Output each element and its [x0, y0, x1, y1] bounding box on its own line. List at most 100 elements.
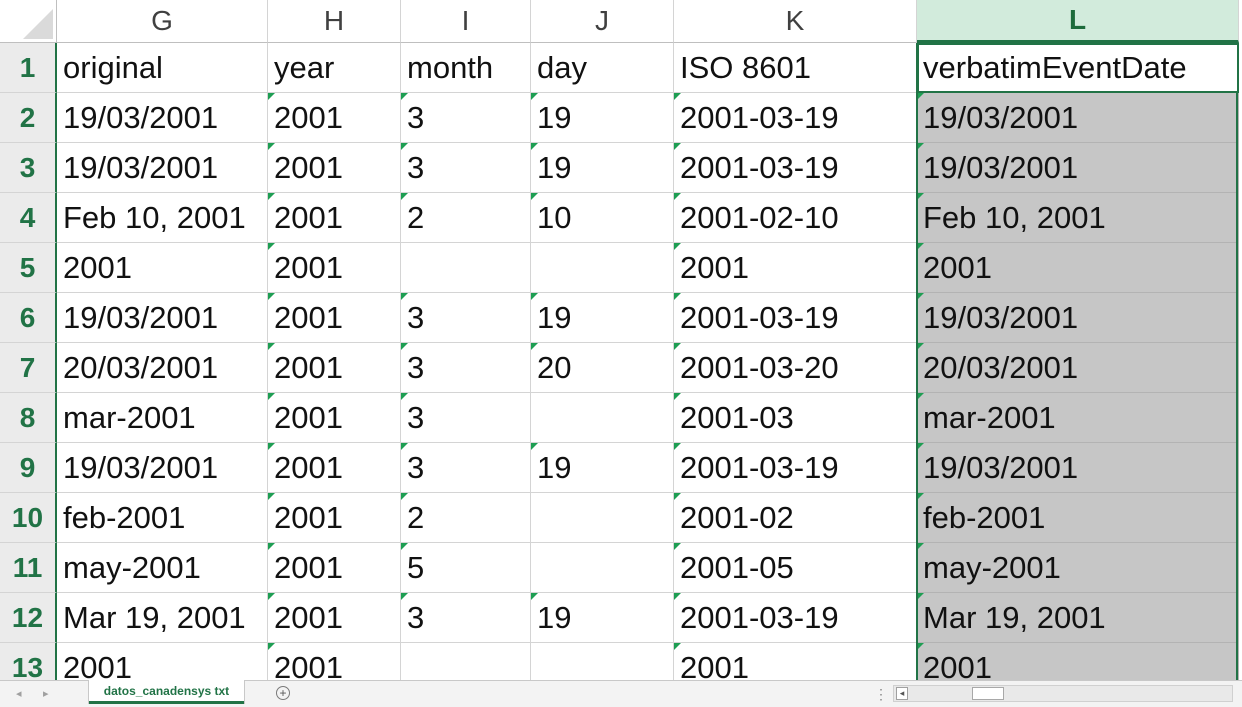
cell-g-6[interactable]: 19/03/2001 — [57, 293, 268, 343]
row-header[interactable]: 3 — [0, 143, 57, 193]
cell-h-4[interactable]: 2001 — [268, 193, 401, 243]
plus-circle-icon[interactable]: + — [276, 686, 290, 700]
cell-k-13[interactable]: 2001 — [674, 643, 917, 680]
row-header[interactable]: 4 — [0, 193, 57, 243]
cell-i-10[interactable]: 2 — [401, 493, 531, 543]
cell-h-9[interactable]: 2001 — [268, 443, 401, 493]
cell-j-3[interactable]: 19 — [531, 143, 674, 193]
cell-g-13[interactable]: 2001 — [57, 643, 268, 680]
horizontal-scrollbar[interactable]: ◂ — [893, 685, 1233, 702]
row-header[interactable]: 13 — [0, 643, 57, 680]
row-header[interactable]: 9 — [0, 443, 57, 493]
cell-l-12[interactable]: Mar 19, 2001 — [917, 593, 1239, 643]
cell-l-3[interactable]: 19/03/2001 — [917, 143, 1239, 193]
column-header-h[interactable]: H — [268, 0, 401, 43]
cell-k-3[interactable]: 2001-03-19 — [674, 143, 917, 193]
cell-i-9[interactable]: 3 — [401, 443, 531, 493]
cell-h-6[interactable]: 2001 — [268, 293, 401, 343]
cell-j-12[interactable]: 19 — [531, 593, 674, 643]
cell-i-12[interactable]: 3 — [401, 593, 531, 643]
cell-i-3[interactable]: 3 — [401, 143, 531, 193]
row-header[interactable]: 6 — [0, 293, 57, 343]
cell-k-12[interactable]: 2001-03-19 — [674, 593, 917, 643]
sheet-tab-datos-canadensys[interactable]: datos_canadensys txt — [89, 680, 244, 704]
cell-k-11[interactable]: 2001-05 — [674, 543, 917, 593]
cell-k-7[interactable]: 2001-03-20 — [674, 343, 917, 393]
cell-g-12[interactable]: Mar 19, 2001 — [57, 593, 268, 643]
row-header[interactable]: 10 — [0, 493, 57, 543]
row-header[interactable]: 2 — [0, 93, 57, 143]
cell-g-8[interactable]: mar-2001 — [57, 393, 268, 443]
cell-l-5[interactable]: 2001 — [917, 243, 1239, 293]
triangle-left-icon[interactable]: ◂ — [16, 688, 22, 700]
cell-l-1[interactable]: verbatimEventDate — [917, 43, 1239, 93]
cell-l-4[interactable]: Feb 10, 2001 — [917, 193, 1239, 243]
cell-l-6[interactable]: 19/03/2001 — [917, 293, 1239, 343]
column-header-g[interactable]: G — [57, 0, 268, 43]
cell-g-2[interactable]: 19/03/2001 — [57, 93, 268, 143]
cell-k-2[interactable]: 2001-03-19 — [674, 93, 917, 143]
row-header[interactable]: 7 — [0, 343, 57, 393]
cell-i-4[interactable]: 2 — [401, 193, 531, 243]
cell-j-4[interactable]: 10 — [531, 193, 674, 243]
cell-h-12[interactable]: 2001 — [268, 593, 401, 643]
vertical-ellipsis-icon[interactable]: ⋮ — [874, 686, 888, 702]
cell-j-11[interactable] — [531, 543, 674, 593]
cell-j-1[interactable]: day — [531, 43, 674, 93]
cell-i-8[interactable]: 3 — [401, 393, 531, 443]
triangle-right-icon[interactable]: ▸ — [43, 688, 49, 700]
cell-g-10[interactable]: feb-2001 — [57, 493, 268, 543]
cell-k-1[interactable]: ISO 8601 — [674, 43, 917, 93]
cell-h-11[interactable]: 2001 — [268, 543, 401, 593]
cell-l-7[interactable]: 20/03/2001 — [917, 343, 1239, 393]
cell-i-11[interactable]: 5 — [401, 543, 531, 593]
row-header[interactable]: 5 — [0, 243, 57, 293]
cell-l-9[interactable]: 19/03/2001 — [917, 443, 1239, 493]
cell-k-8[interactable]: 2001-03 — [674, 393, 917, 443]
cell-j-2[interactable]: 19 — [531, 93, 674, 143]
cell-h-8[interactable]: 2001 — [268, 393, 401, 443]
cell-i-5[interactable] — [401, 243, 531, 293]
cell-h-1[interactable]: year — [268, 43, 401, 93]
cell-g-1[interactable]: original — [57, 43, 268, 93]
cell-l-8[interactable]: mar-2001 — [917, 393, 1239, 443]
cell-k-4[interactable]: 2001-02-10 — [674, 193, 917, 243]
scroll-left-icon[interactable]: ◂ — [896, 687, 908, 700]
column-header-k[interactable]: K — [674, 0, 917, 43]
column-header-i[interactable]: I — [401, 0, 531, 43]
cell-i-13[interactable] — [401, 643, 531, 680]
cell-k-6[interactable]: 2001-03-19 — [674, 293, 917, 343]
cell-g-5[interactable]: 2001 — [57, 243, 268, 293]
cell-g-9[interactable]: 19/03/2001 — [57, 443, 268, 493]
cell-g-7[interactable]: 20/03/2001 — [57, 343, 268, 393]
cell-j-8[interactable] — [531, 393, 674, 443]
cell-g-3[interactable]: 19/03/2001 — [57, 143, 268, 193]
row-header[interactable]: 8 — [0, 393, 57, 443]
cell-l-11[interactable]: may-2001 — [917, 543, 1239, 593]
cell-j-5[interactable] — [531, 243, 674, 293]
cell-j-10[interactable] — [531, 493, 674, 543]
cell-h-10[interactable]: 2001 — [268, 493, 401, 543]
cell-i-1[interactable]: month — [401, 43, 531, 93]
cell-k-5[interactable]: 2001 — [674, 243, 917, 293]
cell-g-4[interactable]: Feb 10, 2001 — [57, 193, 268, 243]
cell-j-9[interactable]: 19 — [531, 443, 674, 493]
cell-l-2[interactable]: 19/03/2001 — [917, 93, 1239, 143]
cell-j-7[interactable]: 20 — [531, 343, 674, 393]
cell-g-11[interactable]: may-2001 — [57, 543, 268, 593]
cell-i-6[interactable]: 3 — [401, 293, 531, 343]
cell-l-10[interactable]: feb-2001 — [917, 493, 1239, 543]
cell-h-7[interactable]: 2001 — [268, 343, 401, 393]
row-header[interactable]: 12 — [0, 593, 57, 643]
column-header-l[interactable]: L — [917, 0, 1239, 43]
cell-k-10[interactable]: 2001-02 — [674, 493, 917, 543]
cell-h-13[interactable]: 2001 — [268, 643, 401, 680]
cell-j-13[interactable] — [531, 643, 674, 680]
cell-j-6[interactable]: 19 — [531, 293, 674, 343]
cell-i-7[interactable]: 3 — [401, 343, 531, 393]
cell-k-9[interactable]: 2001-03-19 — [674, 443, 917, 493]
row-header[interactable]: 11 — [0, 543, 57, 593]
cell-h-2[interactable]: 2001 — [268, 93, 401, 143]
scrollbar-thumb[interactable] — [972, 687, 1004, 700]
cell-l-13[interactable]: 2001 — [917, 643, 1239, 680]
